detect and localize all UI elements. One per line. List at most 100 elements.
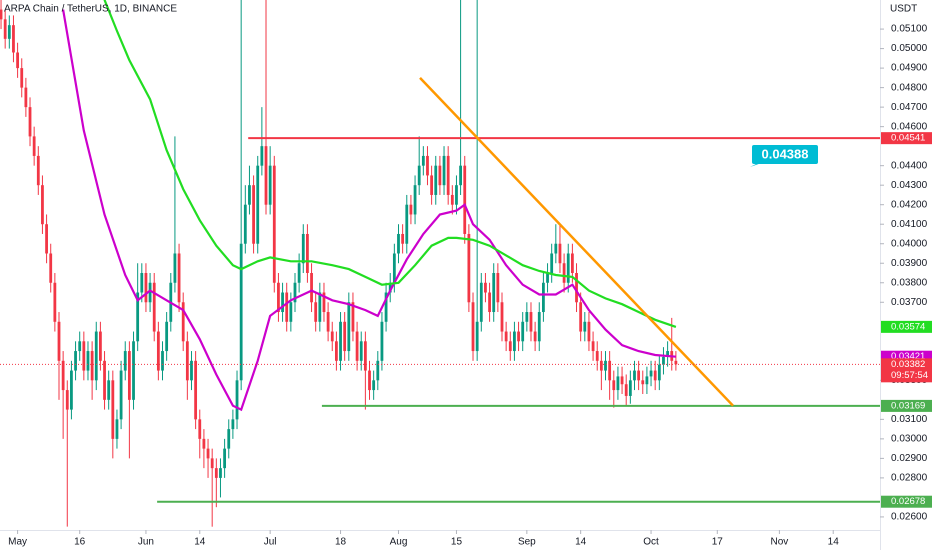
- candle-body: [103, 360, 106, 400]
- y-tick-label: 0.04100: [891, 219, 928, 230]
- price-tag: [881, 495, 932, 508]
- candle-body: [239, 243, 243, 381]
- y-tick-label: 0.02600: [891, 512, 928, 523]
- price-tag: [881, 132, 932, 145]
- candle-body: [140, 273, 144, 293]
- y-tick-label: 0.04800: [891, 82, 928, 93]
- candle-body: [227, 429, 231, 449]
- candle-body: [111, 380, 115, 439]
- candle-body: [0, 9, 3, 20]
- candle-body: [28, 107, 32, 137]
- candle-body: [599, 360, 603, 371]
- candle-body: [206, 448, 210, 459]
- candle-body: [359, 341, 363, 361]
- candle-body: [161, 351, 164, 371]
- candle-body: [202, 438, 206, 449]
- candle-body: [649, 370, 653, 377]
- candle-body: [119, 370, 123, 420]
- price-tag-label: 0.03574: [891, 321, 925, 332]
- candle-body: [70, 370, 73, 410]
- candle-body: [32, 136, 36, 156]
- price-tag: [881, 399, 932, 412]
- candle-body: [624, 384, 628, 396]
- candle-body: [264, 146, 268, 205]
- y-tick-label: 0.05000: [891, 43, 928, 54]
- candle-body: [272, 165, 276, 283]
- candle-body: [214, 468, 218, 478]
- candle-body: [326, 312, 330, 332]
- candle-body: [608, 360, 612, 381]
- candle-body: [575, 273, 578, 303]
- y-tick-label: 0.03700: [891, 297, 928, 308]
- candle-body: [492, 273, 496, 313]
- price-tag-label: 0.03169: [891, 400, 925, 411]
- y-tick-label: 0.05100: [891, 24, 928, 35]
- candle-body: [537, 312, 541, 342]
- candle-body: [310, 273, 313, 303]
- candle-body: [554, 243, 558, 254]
- candle-body: [376, 360, 380, 381]
- candle-body: [397, 233, 400, 254]
- candle-body: [20, 68, 24, 88]
- candle-body: [94, 331, 98, 381]
- candle-body: [662, 356, 665, 365]
- price-tag-label: 0.03421: [891, 351, 925, 362]
- candle-body: [430, 175, 434, 195]
- y-tick-label: 0.04900: [891, 63, 928, 74]
- candle-body: [438, 165, 442, 186]
- candle-body: [558, 243, 562, 264]
- candle-body: [198, 419, 202, 439]
- candle-body: [148, 282, 152, 303]
- trendline: [419, 76, 734, 407]
- candle-body: [78, 341, 82, 352]
- candle-body: [268, 165, 272, 205]
- candle-body: [471, 302, 475, 352]
- candle-body: [570, 253, 574, 274]
- countdown: 09:57:54: [891, 370, 928, 381]
- candle-body: [612, 380, 616, 391]
- x-tick-label: 14: [575, 537, 587, 548]
- candle-body: [562, 263, 566, 283]
- candle-body: [281, 292, 284, 313]
- candle-body: [566, 253, 570, 283]
- candle-body: [36, 155, 40, 186]
- candle-body: [343, 321, 347, 352]
- candle-body: [455, 185, 458, 205]
- price-axis: 0.05100 0.05000 0.04900 0.04800 0.04700 0.046…: [880, 24, 932, 523]
- y-tick-label: 0.02900: [891, 453, 928, 464]
- candle-body: [289, 302, 293, 322]
- y-tick-label: 0.04700: [891, 102, 928, 113]
- candle-body: [653, 370, 657, 381]
- candle-body: [132, 341, 135, 400]
- candle-body: [546, 273, 549, 283]
- candle-body: [127, 351, 131, 400]
- candle-body: [479, 282, 483, 322]
- candle-body: [277, 282, 280, 313]
- candle-body: [579, 302, 583, 332]
- y-tick-label: 0.04000: [891, 238, 928, 249]
- candle-body: [421, 155, 425, 166]
- x-tick-label: Sep: [518, 537, 536, 548]
- candle-body: [65, 390, 69, 410]
- candle-body: [61, 360, 65, 391]
- x-tick-label: 16: [74, 537, 86, 548]
- plot-area: 0.04388: [0, 0, 880, 527]
- y-tick-label: 0.04400: [891, 160, 928, 171]
- candle-body: [355, 331, 359, 361]
- candle-body: [666, 351, 670, 357]
- candle-body: [413, 185, 417, 215]
- x-tick-label: Jun: [138, 537, 154, 548]
- candle-body: [339, 321, 342, 361]
- candle-body: [450, 194, 454, 205]
- y-tick-label: 0.04600: [891, 121, 928, 132]
- candle-body: [380, 321, 384, 361]
- candle-body: [496, 273, 500, 303]
- candle-body: [637, 370, 641, 381]
- candle-body: [190, 360, 193, 381]
- candle-body: [521, 321, 525, 342]
- candle-body: [550, 253, 554, 274]
- candle-body: [641, 380, 645, 385]
- candle-body: [156, 331, 160, 371]
- price-tag-label: 0.03382: [891, 359, 925, 370]
